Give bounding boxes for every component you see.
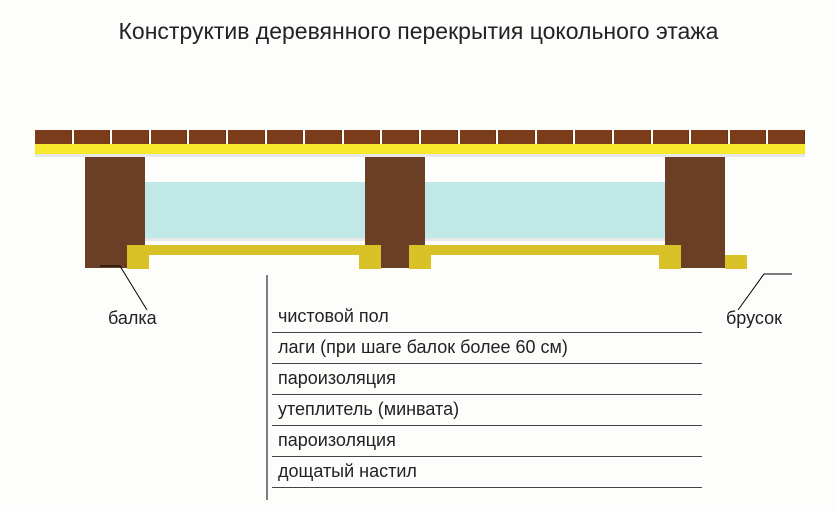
layer-list: чистовой пол лаги (при шаге балок более … xyxy=(272,302,702,488)
layer-list-item: пароизоляция xyxy=(272,426,702,457)
layer-list-item: пароизоляция xyxy=(272,364,702,395)
layer-list-item: дощатый настил xyxy=(272,457,702,488)
layer-list-item: утеплитель (минвата) xyxy=(272,395,702,426)
layer-list-item: чистовой пол xyxy=(272,302,702,333)
layer-list-item: лаги (при шаге балок более 60 см) xyxy=(272,333,702,364)
